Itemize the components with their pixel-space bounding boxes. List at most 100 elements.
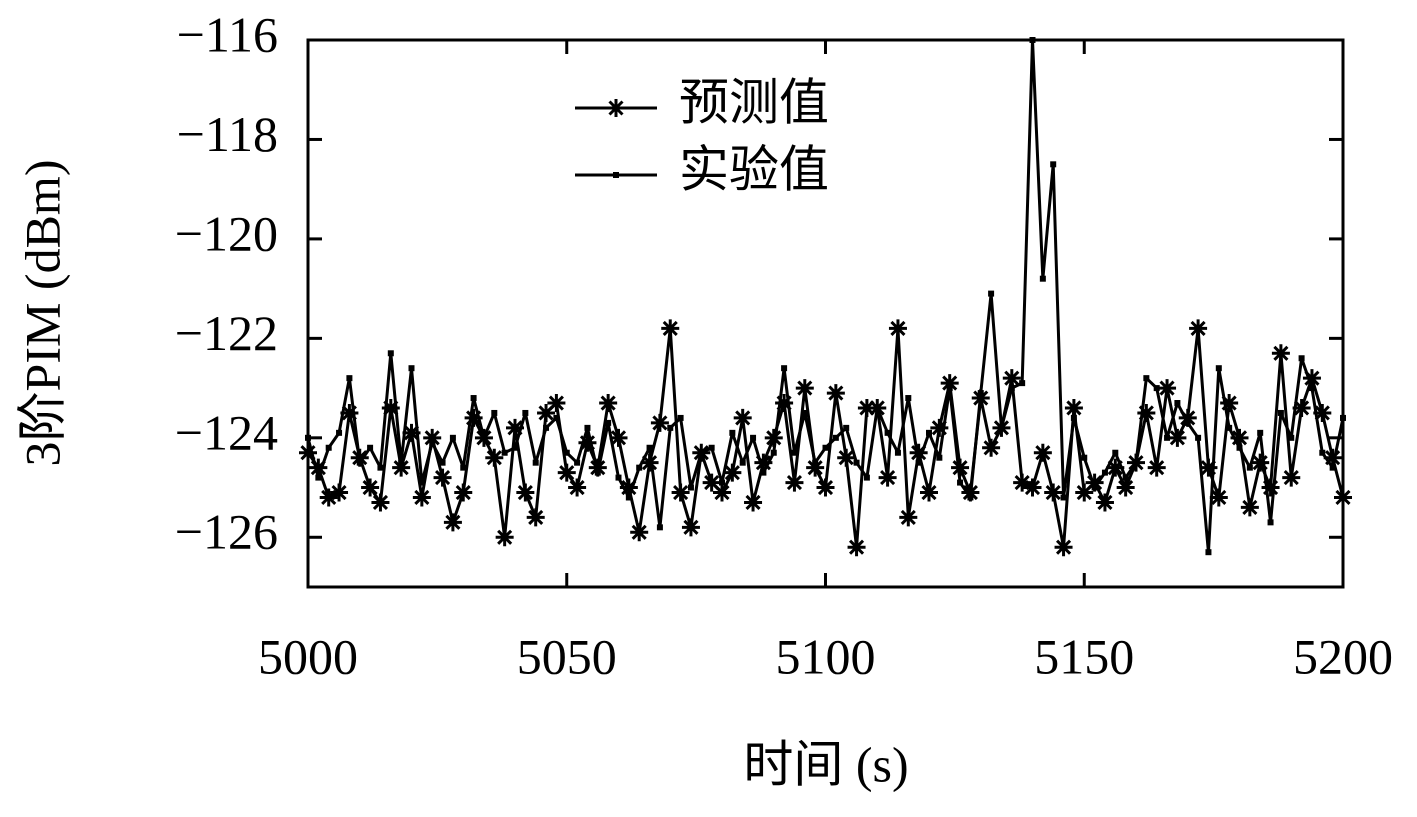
marker <box>460 464 467 471</box>
marker <box>806 458 825 477</box>
marker <box>770 449 777 456</box>
marker <box>1054 538 1073 557</box>
marker <box>1147 458 1166 477</box>
marker <box>429 439 436 446</box>
marker <box>1060 494 1067 501</box>
legend-label: 实验值 <box>679 141 829 197</box>
marker <box>822 444 829 451</box>
marker <box>433 468 452 487</box>
marker <box>495 528 514 547</box>
marker <box>392 458 411 477</box>
marker <box>1070 414 1077 421</box>
marker <box>1106 458 1125 477</box>
marker <box>785 473 804 492</box>
marker <box>330 483 349 502</box>
marker <box>340 403 359 422</box>
marker <box>650 413 669 432</box>
marker <box>522 409 529 416</box>
marker <box>423 428 442 447</box>
marker <box>402 423 421 442</box>
marker <box>1215 365 1222 372</box>
marker <box>574 459 581 466</box>
marker <box>1095 493 1114 512</box>
marker <box>1112 449 1119 456</box>
marker <box>1257 429 1264 436</box>
marker <box>1158 379 1177 398</box>
marker <box>361 478 380 497</box>
marker <box>1195 434 1202 441</box>
marker <box>998 424 1005 431</box>
marker <box>412 488 431 507</box>
marker <box>594 469 601 476</box>
plot-frame <box>306 38 1345 589</box>
marker <box>625 494 632 501</box>
marker <box>656 524 663 531</box>
marker <box>1081 454 1088 461</box>
marker <box>750 434 757 441</box>
marker <box>568 478 587 497</box>
marker <box>464 408 483 427</box>
marker <box>1220 394 1239 413</box>
marker <box>667 424 674 431</box>
marker <box>843 424 850 431</box>
marker <box>760 469 767 476</box>
x-tick-label: 5200 <box>1293 628 1393 684</box>
marker <box>1246 464 1253 471</box>
marker <box>687 484 694 491</box>
marker <box>671 483 690 502</box>
marker <box>449 434 456 441</box>
y-tick-label: −120 <box>175 205 278 261</box>
marker <box>526 508 545 527</box>
marker <box>723 463 742 482</box>
marker <box>857 398 876 417</box>
marker <box>1033 443 1052 462</box>
y-tick-label: −122 <box>175 305 278 361</box>
marker <box>609 428 628 447</box>
marker <box>795 379 814 398</box>
y-tick-label: −116 <box>177 6 278 62</box>
marker <box>775 394 794 413</box>
marker <box>584 424 591 431</box>
marker <box>1064 398 1083 417</box>
marker <box>837 448 856 467</box>
marker <box>930 418 949 437</box>
marker <box>1143 375 1150 382</box>
marker <box>926 429 932 436</box>
marker <box>491 409 498 416</box>
marker <box>501 449 508 456</box>
marker <box>826 384 845 403</box>
marker <box>982 438 1001 457</box>
x-tick-label: 5100 <box>776 628 876 684</box>
marker <box>1267 519 1274 526</box>
marker <box>661 319 680 338</box>
marker <box>1122 474 1129 481</box>
marker <box>754 453 773 472</box>
marker <box>1277 409 1284 416</box>
marker <box>977 390 984 397</box>
marker <box>636 464 643 471</box>
marker <box>443 513 462 532</box>
marker <box>1008 385 1015 392</box>
marker <box>1302 369 1321 388</box>
marker <box>1292 398 1311 417</box>
y-tick-label: −118 <box>177 106 278 162</box>
marker <box>920 483 938 502</box>
marker <box>439 459 446 466</box>
marker <box>454 483 473 502</box>
marker <box>1002 369 1021 388</box>
marker <box>325 444 332 451</box>
marker <box>764 428 783 447</box>
marker <box>874 404 881 411</box>
marker <box>512 444 518 451</box>
marker <box>543 424 550 431</box>
marker <box>853 459 860 466</box>
marker <box>537 403 556 422</box>
marker <box>532 459 539 466</box>
marker <box>398 459 405 466</box>
y-tick-label: −124 <box>175 404 278 460</box>
marker <box>1251 453 1270 472</box>
marker <box>1226 424 1233 431</box>
marker <box>619 478 638 497</box>
marker <box>847 538 866 557</box>
marker <box>1137 403 1156 422</box>
